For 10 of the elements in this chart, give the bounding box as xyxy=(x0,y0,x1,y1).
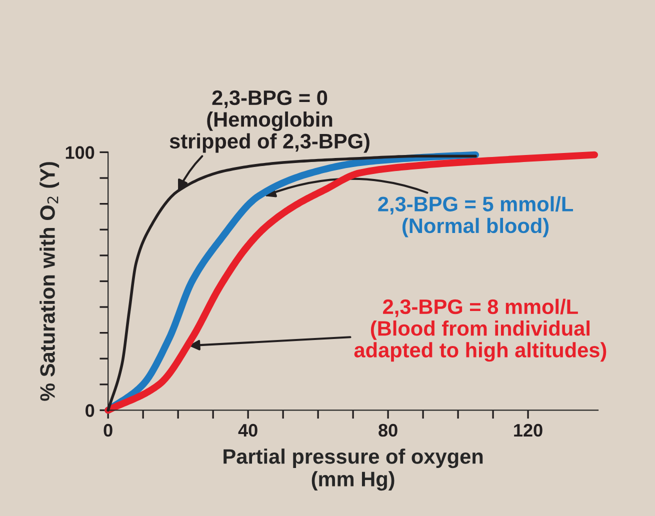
annotation: 2,3-BPG = 0 (Hemoglobin stripped of 2,3-BPG) xyxy=(170,90,370,153)
x-tick-label: 80 xyxy=(378,424,398,437)
x-tick-label: 120 xyxy=(514,424,542,437)
x-axis-title: Partial pressure of oxygen (mm Hg) xyxy=(224,448,483,491)
y-tick-label: 100 xyxy=(66,146,94,159)
x-tick-label: 40 xyxy=(238,424,258,437)
y-axis-title: % Saturation with O$_{2}$ (Y) xyxy=(40,162,60,401)
annotation: 2,3-BPG = 5 mmol/L (Normal blood) xyxy=(378,196,574,238)
annotation: 2,3-BPG = 8 mmol/L (Blood from individual adapted to high altitudes) xyxy=(354,298,606,362)
x-tick-label: 0 xyxy=(104,424,112,437)
